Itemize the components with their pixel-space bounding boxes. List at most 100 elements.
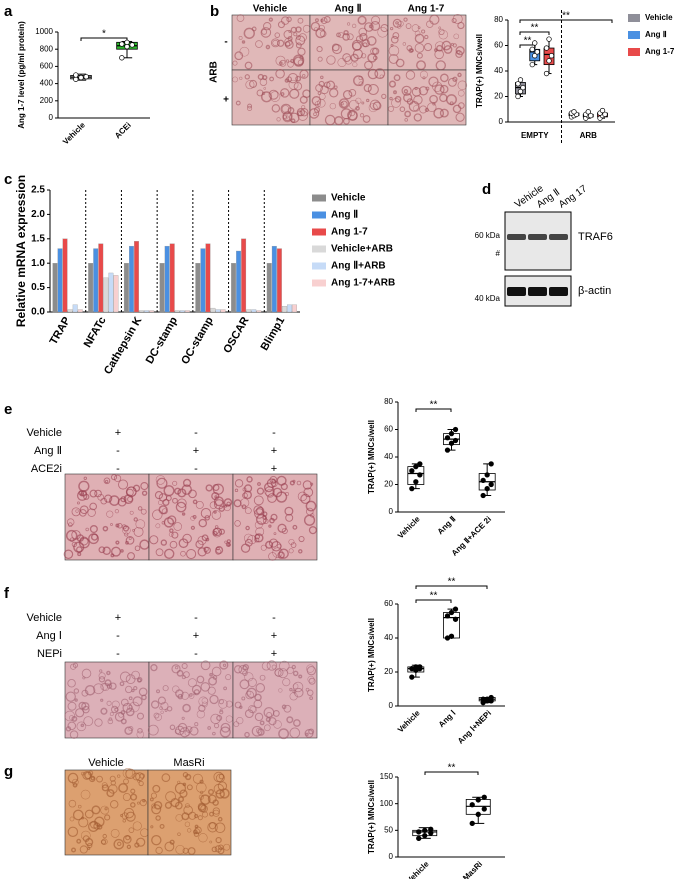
x-tick-label: OC-stamp — [179, 315, 216, 367]
micrograph-cell — [198, 833, 208, 843]
micrograph-cell — [234, 479, 244, 488]
micrograph-cell — [102, 546, 111, 556]
micrograph-cell — [225, 700, 233, 708]
x-tick-label: DC-stamp — [144, 315, 181, 366]
micrograph-cell — [263, 518, 269, 524]
data-point — [83, 74, 89, 80]
x-tick-label: OSCAR — [221, 315, 251, 355]
micrograph-cell — [244, 61, 253, 70]
micrograph-cell — [188, 489, 197, 499]
micrograph-cell — [72, 662, 79, 668]
micrograph-cell — [73, 688, 80, 694]
micrograph-cell — [76, 838, 82, 844]
significance-label: ** — [430, 400, 438, 411]
micrograph-cell — [174, 665, 179, 670]
micrograph-cell — [181, 675, 186, 680]
micrograph-cell — [338, 32, 344, 38]
micrograph-cell — [196, 710, 205, 719]
treatment-sign: - — [116, 630, 120, 642]
data-point — [515, 81, 521, 87]
treatment-sign: - — [116, 463, 120, 475]
micrograph-cell — [82, 676, 86, 680]
micrograph-cell — [117, 841, 122, 847]
micrograph-cell — [242, 664, 250, 671]
micrograph-cell — [234, 520, 241, 527]
micrograph-cell — [182, 533, 192, 544]
micrograph-cell — [234, 488, 239, 493]
data-point — [602, 111, 608, 117]
micrograph-cell — [249, 79, 258, 88]
band — [528, 234, 547, 240]
micrograph-cell — [81, 668, 92, 679]
micrograph-cell — [440, 73, 449, 83]
y-tick-label: 20 — [384, 480, 393, 489]
micrograph-cell — [279, 61, 283, 65]
micrograph-cell — [141, 490, 148, 496]
micrograph-cell — [218, 844, 224, 851]
data-point — [599, 107, 606, 114]
micrograph-cell — [201, 697, 208, 704]
micrograph-cell — [94, 718, 103, 727]
micrograph-cell — [155, 475, 166, 485]
micrograph-cell — [265, 44, 271, 50]
micrograph-cell — [292, 689, 297, 694]
micrograph-cell — [102, 525, 109, 532]
micrograph-cell — [162, 498, 170, 506]
micrograph-cell — [245, 525, 250, 531]
micrograph-cell — [74, 698, 78, 702]
band — [507, 234, 526, 240]
micrograph-cell — [281, 704, 287, 710]
micrograph-cell — [87, 846, 91, 851]
bar — [236, 250, 242, 313]
micrograph-cell — [404, 110, 412, 118]
micrograph-cell — [423, 43, 433, 52]
micrograph-cell — [368, 103, 378, 113]
legend-label: Vehicle+ARB — [331, 244, 393, 255]
micrograph-cell — [277, 551, 285, 559]
micrograph-cell — [310, 482, 314, 486]
micrograph-cell — [94, 489, 102, 498]
micrograph-cell — [121, 524, 127, 530]
micrograph-cell — [111, 700, 120, 709]
micrograph-cell — [67, 701, 77, 711]
data-point — [475, 797, 481, 803]
legend-swatch — [312, 262, 326, 270]
micrograph-cell — [414, 33, 425, 44]
micrograph-cell — [120, 814, 124, 818]
data-point — [488, 461, 494, 467]
significance-bracket — [519, 19, 613, 23]
micrograph-cell — [207, 794, 217, 804]
y-tick-label: 0 — [499, 117, 504, 126]
micrograph-cell — [129, 510, 134, 515]
micrograph-cell — [352, 62, 358, 68]
micrograph-cell — [320, 85, 329, 95]
micrograph-cell — [277, 21, 285, 29]
legend-swatch — [628, 31, 640, 39]
micrograph-cell — [227, 543, 231, 547]
micrograph-cell — [273, 532, 277, 535]
micrograph-cell — [311, 96, 322, 106]
micrograph-cell — [296, 110, 303, 117]
micrograph-cell — [292, 479, 296, 483]
significance-bracket — [415, 585, 488, 589]
micrograph-cell — [268, 89, 279, 100]
micrograph-cell — [121, 812, 129, 820]
micrograph-cell — [189, 693, 193, 697]
micrograph-cell — [66, 518, 75, 526]
micrograph-cell — [320, 17, 328, 24]
micrograph-cell — [451, 17, 457, 24]
micrograph-cell — [242, 492, 248, 499]
micrograph-cell — [219, 710, 224, 715]
micrograph-cell — [120, 718, 127, 725]
micrograph-cell — [337, 58, 347, 67]
micrograph-cell — [290, 118, 296, 124]
micrograph-cell — [372, 101, 382, 111]
micrograph-cell — [313, 112, 317, 117]
micrograph-cell — [109, 800, 119, 809]
micrograph-cell — [175, 844, 185, 855]
micrograph-cell — [157, 696, 166, 705]
y-tick-label: 0 — [389, 852, 394, 861]
y-tick-label: 600 — [40, 62, 54, 71]
micrograph-cell — [200, 660, 211, 671]
micrograph-cell — [197, 802, 206, 811]
